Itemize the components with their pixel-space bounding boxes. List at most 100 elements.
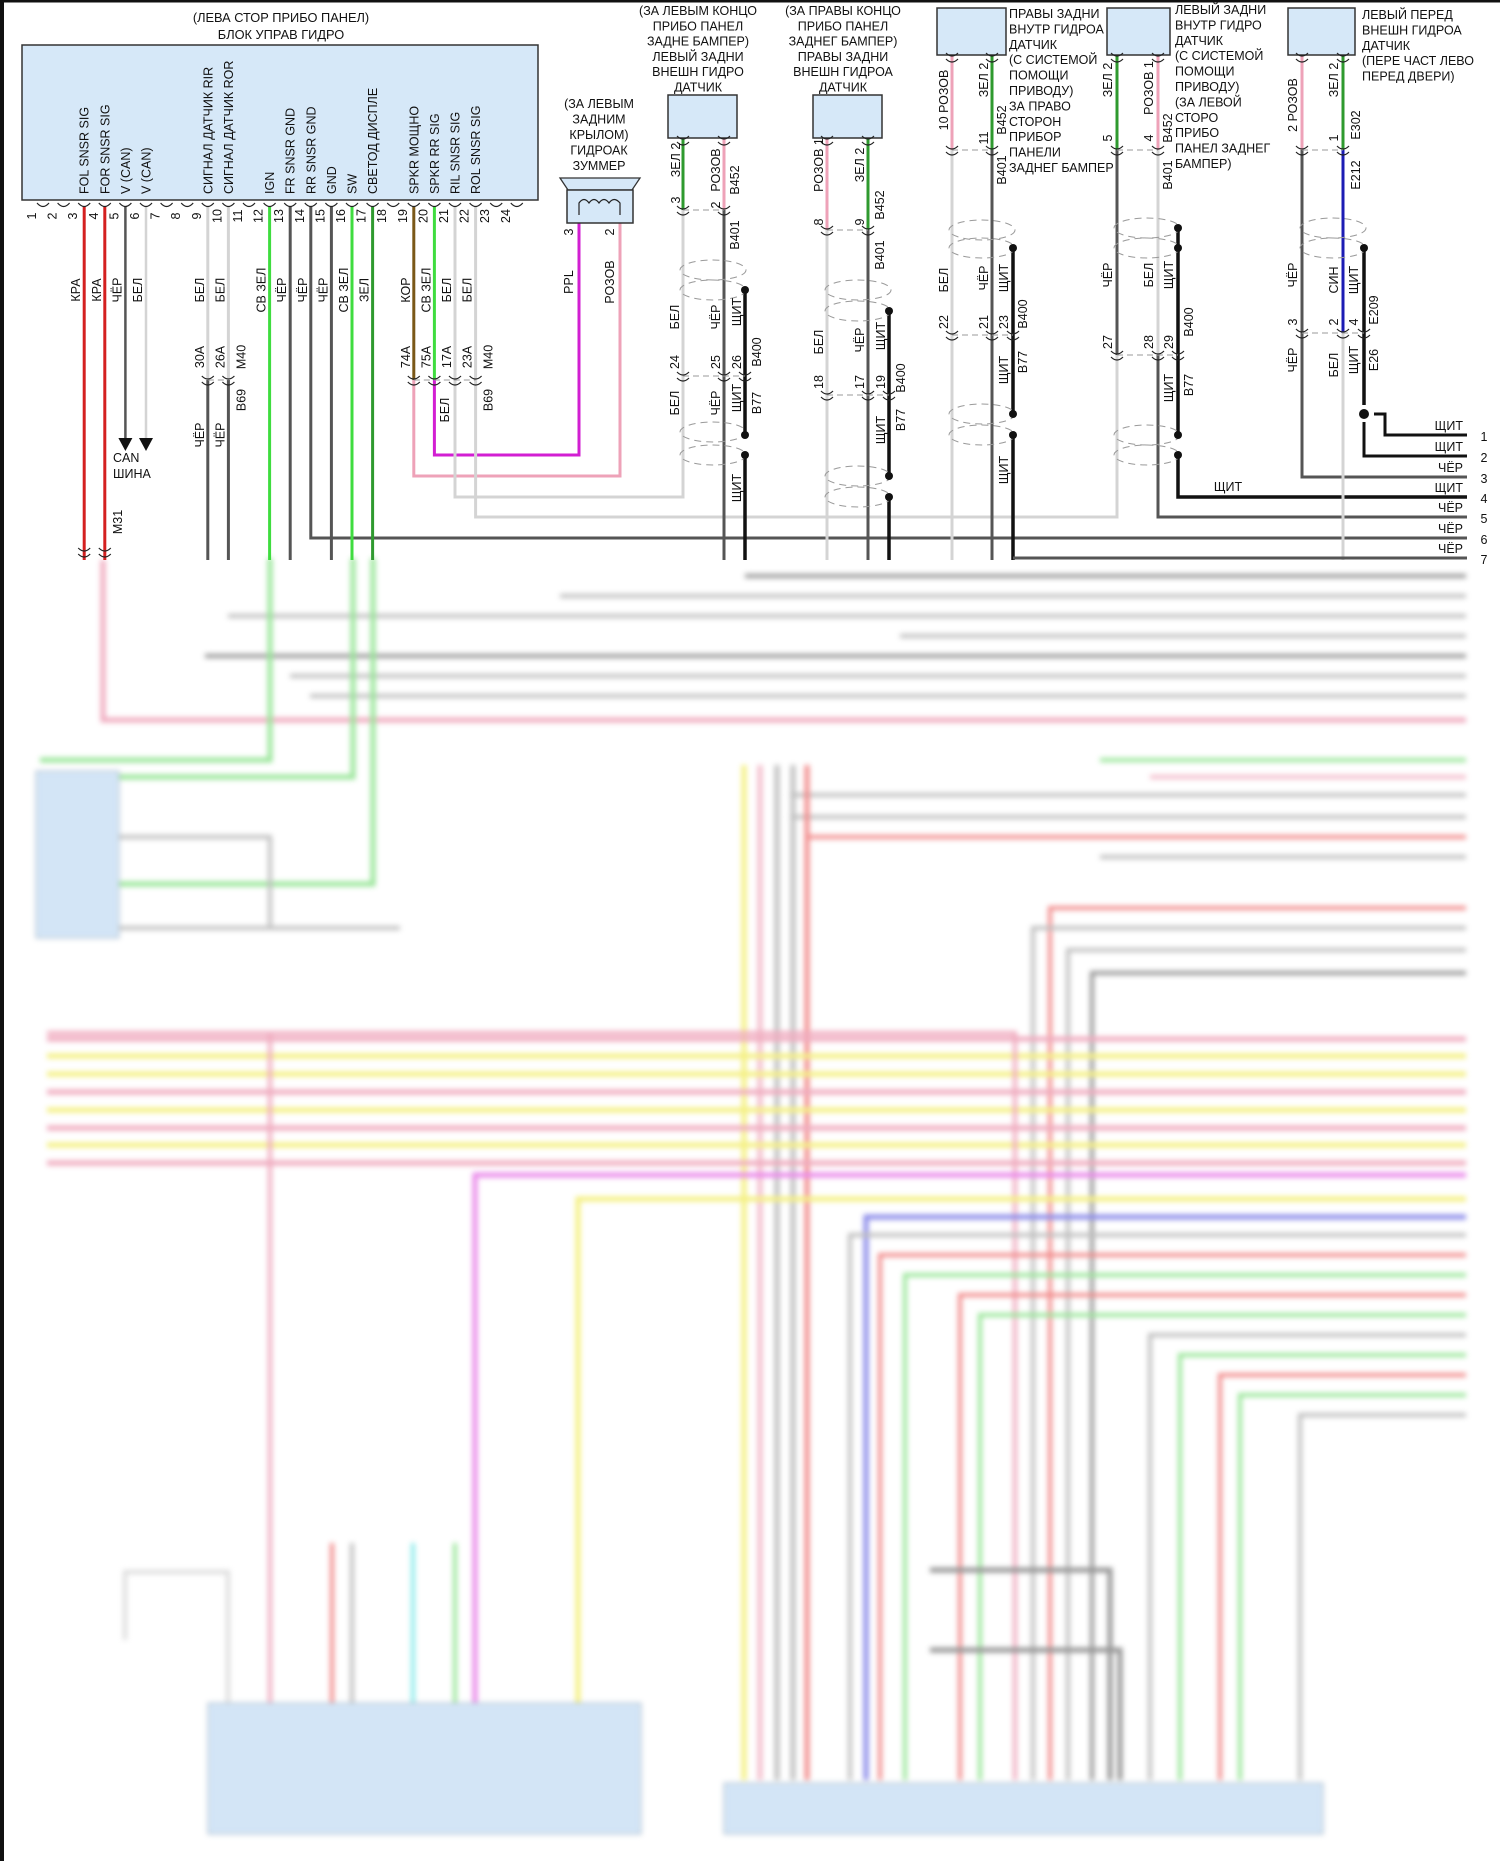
- wire-color-label: ЩИТ: [1347, 265, 1361, 294]
- connector-mark: [717, 371, 731, 382]
- row-number: 7: [1481, 553, 1488, 567]
- splice-dot: [885, 472, 893, 480]
- wire-color-label: СВ ЗЕЛ: [419, 268, 433, 313]
- connector-mark: [945, 330, 959, 341]
- wire-color-label: 10 РОЗОВ: [937, 70, 951, 131]
- pin-socket: [180, 202, 194, 208]
- harness-label: B401: [873, 240, 887, 269]
- wire-color-label: ЩИТ: [730, 473, 744, 502]
- connector-mark: [407, 375, 421, 386]
- pin-label: СИГНАЛ ДАТЧИК RIR: [201, 67, 215, 194]
- row-number: 5: [1481, 512, 1488, 526]
- connector-label: 26: [730, 355, 744, 369]
- connector-mark: [861, 225, 875, 236]
- sensor-title: ПОМОЩИ: [1175, 65, 1235, 79]
- wire-color-label: БЕЛ: [440, 278, 454, 303]
- shield-oval: [948, 237, 1016, 259]
- wire-color-label: ЩИТ: [997, 355, 1011, 384]
- connector-label: 28: [1142, 335, 1156, 349]
- wire-color-label: ЧЁР: [275, 277, 289, 302]
- blurred-wire: [1090, 971, 1466, 1780]
- coil-icon: [578, 198, 621, 215]
- pin-socket: [366, 202, 380, 208]
- pin-number: 9: [190, 212, 204, 219]
- wire-color-label: 2 РОЗОВ: [1286, 78, 1300, 132]
- buzzer-title: (ЗА ЛЕВЫМ: [564, 97, 634, 111]
- wire-color-label: ЧЁР: [709, 390, 723, 415]
- blurred-wire: [930, 1567, 1113, 1780]
- wire-color-label: РОЗОВ 1: [1142, 61, 1156, 115]
- row-number: 6: [1481, 533, 1488, 547]
- sensor-box-left-rear-outer: [667, 94, 738, 139]
- connector-label: 17: [853, 375, 867, 389]
- blurred-wire: [115, 558, 356, 780]
- sensor-title: СТОРОН: [1009, 115, 1061, 129]
- pin-label: GND: [325, 166, 339, 194]
- row-wire-label: ЧЁР: [1438, 542, 1463, 556]
- pin-socket: [160, 202, 174, 208]
- blurred-wire: [47, 1031, 1017, 1780]
- connector-label: 23: [997, 315, 1011, 329]
- sensor-title: ПРИБО: [1175, 126, 1219, 140]
- splice-dot: [1174, 431, 1182, 439]
- shield-oval: [1113, 217, 1181, 239]
- row-wire-label: ЧЁР: [1438, 501, 1463, 515]
- buzzer-title: ЗАДНИМ: [572, 113, 625, 127]
- sensor-title: ВНУТР ГИДРОА: [1009, 22, 1104, 36]
- connector-label: 21: [977, 315, 991, 329]
- pin-label: ROL SNSR SIG: [469, 106, 483, 194]
- pin-label: V (CAN): [119, 147, 133, 194]
- pin-socket: [407, 202, 421, 208]
- pin-socket: [36, 202, 50, 208]
- blurred-wire: [123, 1570, 230, 1703]
- sensor-title: ЗАДНЕ БАМПЕР): [647, 35, 749, 49]
- connector-mark: [1295, 145, 1309, 156]
- sensor-title: ВНУТР ГИДРО: [1175, 18, 1262, 32]
- pin-socket: [242, 202, 256, 208]
- connector-mark: [448, 375, 462, 386]
- sensor-title: ДАТЧИК: [674, 81, 723, 95]
- splice-dot: [1009, 244, 1017, 252]
- blurred-wire: [115, 558, 376, 887]
- connector-mark: [1110, 52, 1124, 63]
- pin-label: СИГНАЛ ДАТЧИК ROR: [222, 61, 236, 194]
- wire-color-label: БЕЛ: [668, 305, 682, 330]
- row-wire-label: ЩИТ: [1435, 440, 1464, 454]
- wire-color-label: БЕЛ: [1142, 263, 1156, 288]
- wire-color-label: РОЗОВ: [709, 148, 723, 191]
- connector-label: 26A: [213, 345, 227, 368]
- wire-color-label: СВ ЗЕЛ: [337, 268, 351, 313]
- connector-mark: [985, 330, 999, 341]
- wire-color-label: ЧЁР: [193, 422, 207, 447]
- connector-mark: [985, 145, 999, 156]
- wire-color-label: ЩИТ: [874, 415, 888, 444]
- pin-socket: [118, 202, 132, 208]
- pin-number: 18: [375, 209, 389, 223]
- pin-number: 8: [812, 218, 826, 225]
- connector-label: B69: [234, 389, 248, 411]
- connector-label: 27: [1101, 335, 1115, 349]
- pin-number: 24: [499, 209, 513, 223]
- splice-dot: [1360, 244, 1368, 252]
- wire-color-label: БЕЛ: [461, 278, 475, 303]
- wire-color-label: ЗЕЛ: [358, 278, 372, 302]
- connector-label: 25: [709, 355, 723, 369]
- pin-number: 1: [25, 212, 39, 219]
- wire-color-label: ЩИТ: [1162, 373, 1176, 402]
- blurred-wire: [575, 1196, 1466, 1703]
- wire-spkr: [412, 223, 622, 478]
- pin-number: 1: [1327, 134, 1341, 141]
- connector-mark: [221, 375, 235, 386]
- wire-color-label: БЕЛ: [668, 391, 682, 416]
- splice-dot: [1359, 409, 1369, 419]
- blurred-wire: [472, 1172, 1466, 1703]
- connector-label: 75A: [419, 345, 433, 368]
- wire-color-label: ЩИТ: [1214, 480, 1243, 494]
- blurred-wire: [115, 835, 272, 928]
- wire-color-label: ЗЕЛ 2: [1327, 63, 1341, 98]
- wire-color-label: КОР: [399, 277, 413, 302]
- sensor-box-left-front-outer: [1287, 7, 1356, 56]
- connector-mark: [676, 205, 690, 216]
- sensor-title: (ЗА ЛЕВЫМ КОНЦО: [639, 4, 757, 18]
- connector-label: B69: [482, 389, 496, 411]
